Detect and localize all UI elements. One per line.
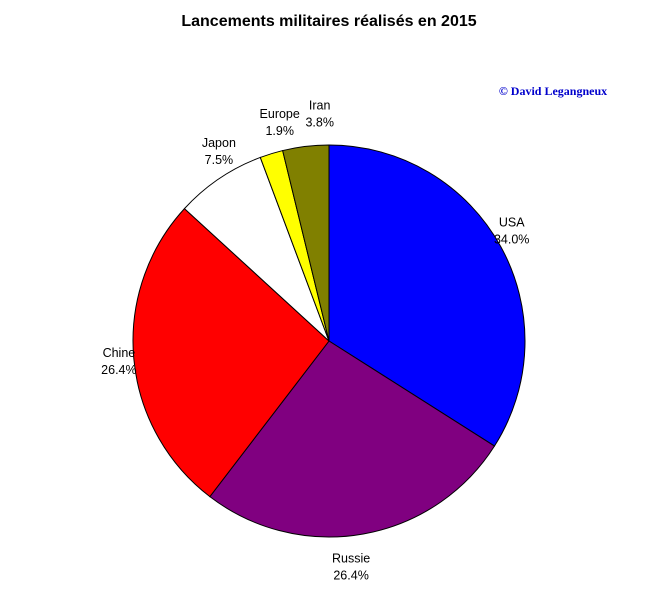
- pie-slice-iran: [282, 144, 330, 342]
- slice-percent-iran: 3.8%: [305, 116, 334, 130]
- slice-label-usa: USA: [499, 216, 525, 230]
- slice-percent-japon: 7.5%: [205, 153, 234, 167]
- slice-label-japon: Japon: [202, 136, 236, 150]
- chart-title: Lancements militaires réalisés en 2015: [181, 13, 476, 30]
- slice-percent-usa: 34.0%: [494, 233, 529, 247]
- slice-percent-chine: 26.4%: [101, 363, 136, 377]
- pie-slice-chine: [132, 207, 330, 498]
- slice-label-chine: Chine: [103, 346, 136, 360]
- copyright-notice: © David Legangneux: [499, 84, 607, 98]
- pie-slices: [132, 144, 526, 538]
- pie-labels: USA 34.0% Russie 26.4% Chine 26.4% Japon 7.5% Eu…: [101, 99, 529, 583]
- slice-label-europe: Europe: [260, 107, 300, 121]
- slice-label-iran: Iran: [309, 99, 331, 113]
- slice-label-russie: Russie: [332, 552, 370, 566]
- slice-percent-russie: 26.4%: [333, 569, 368, 583]
- pie-slice-usa: [328, 144, 526, 447]
- pie-slice-russie: [209, 340, 496, 538]
- slice-percent-europe: 1.9%: [265, 124, 294, 138]
